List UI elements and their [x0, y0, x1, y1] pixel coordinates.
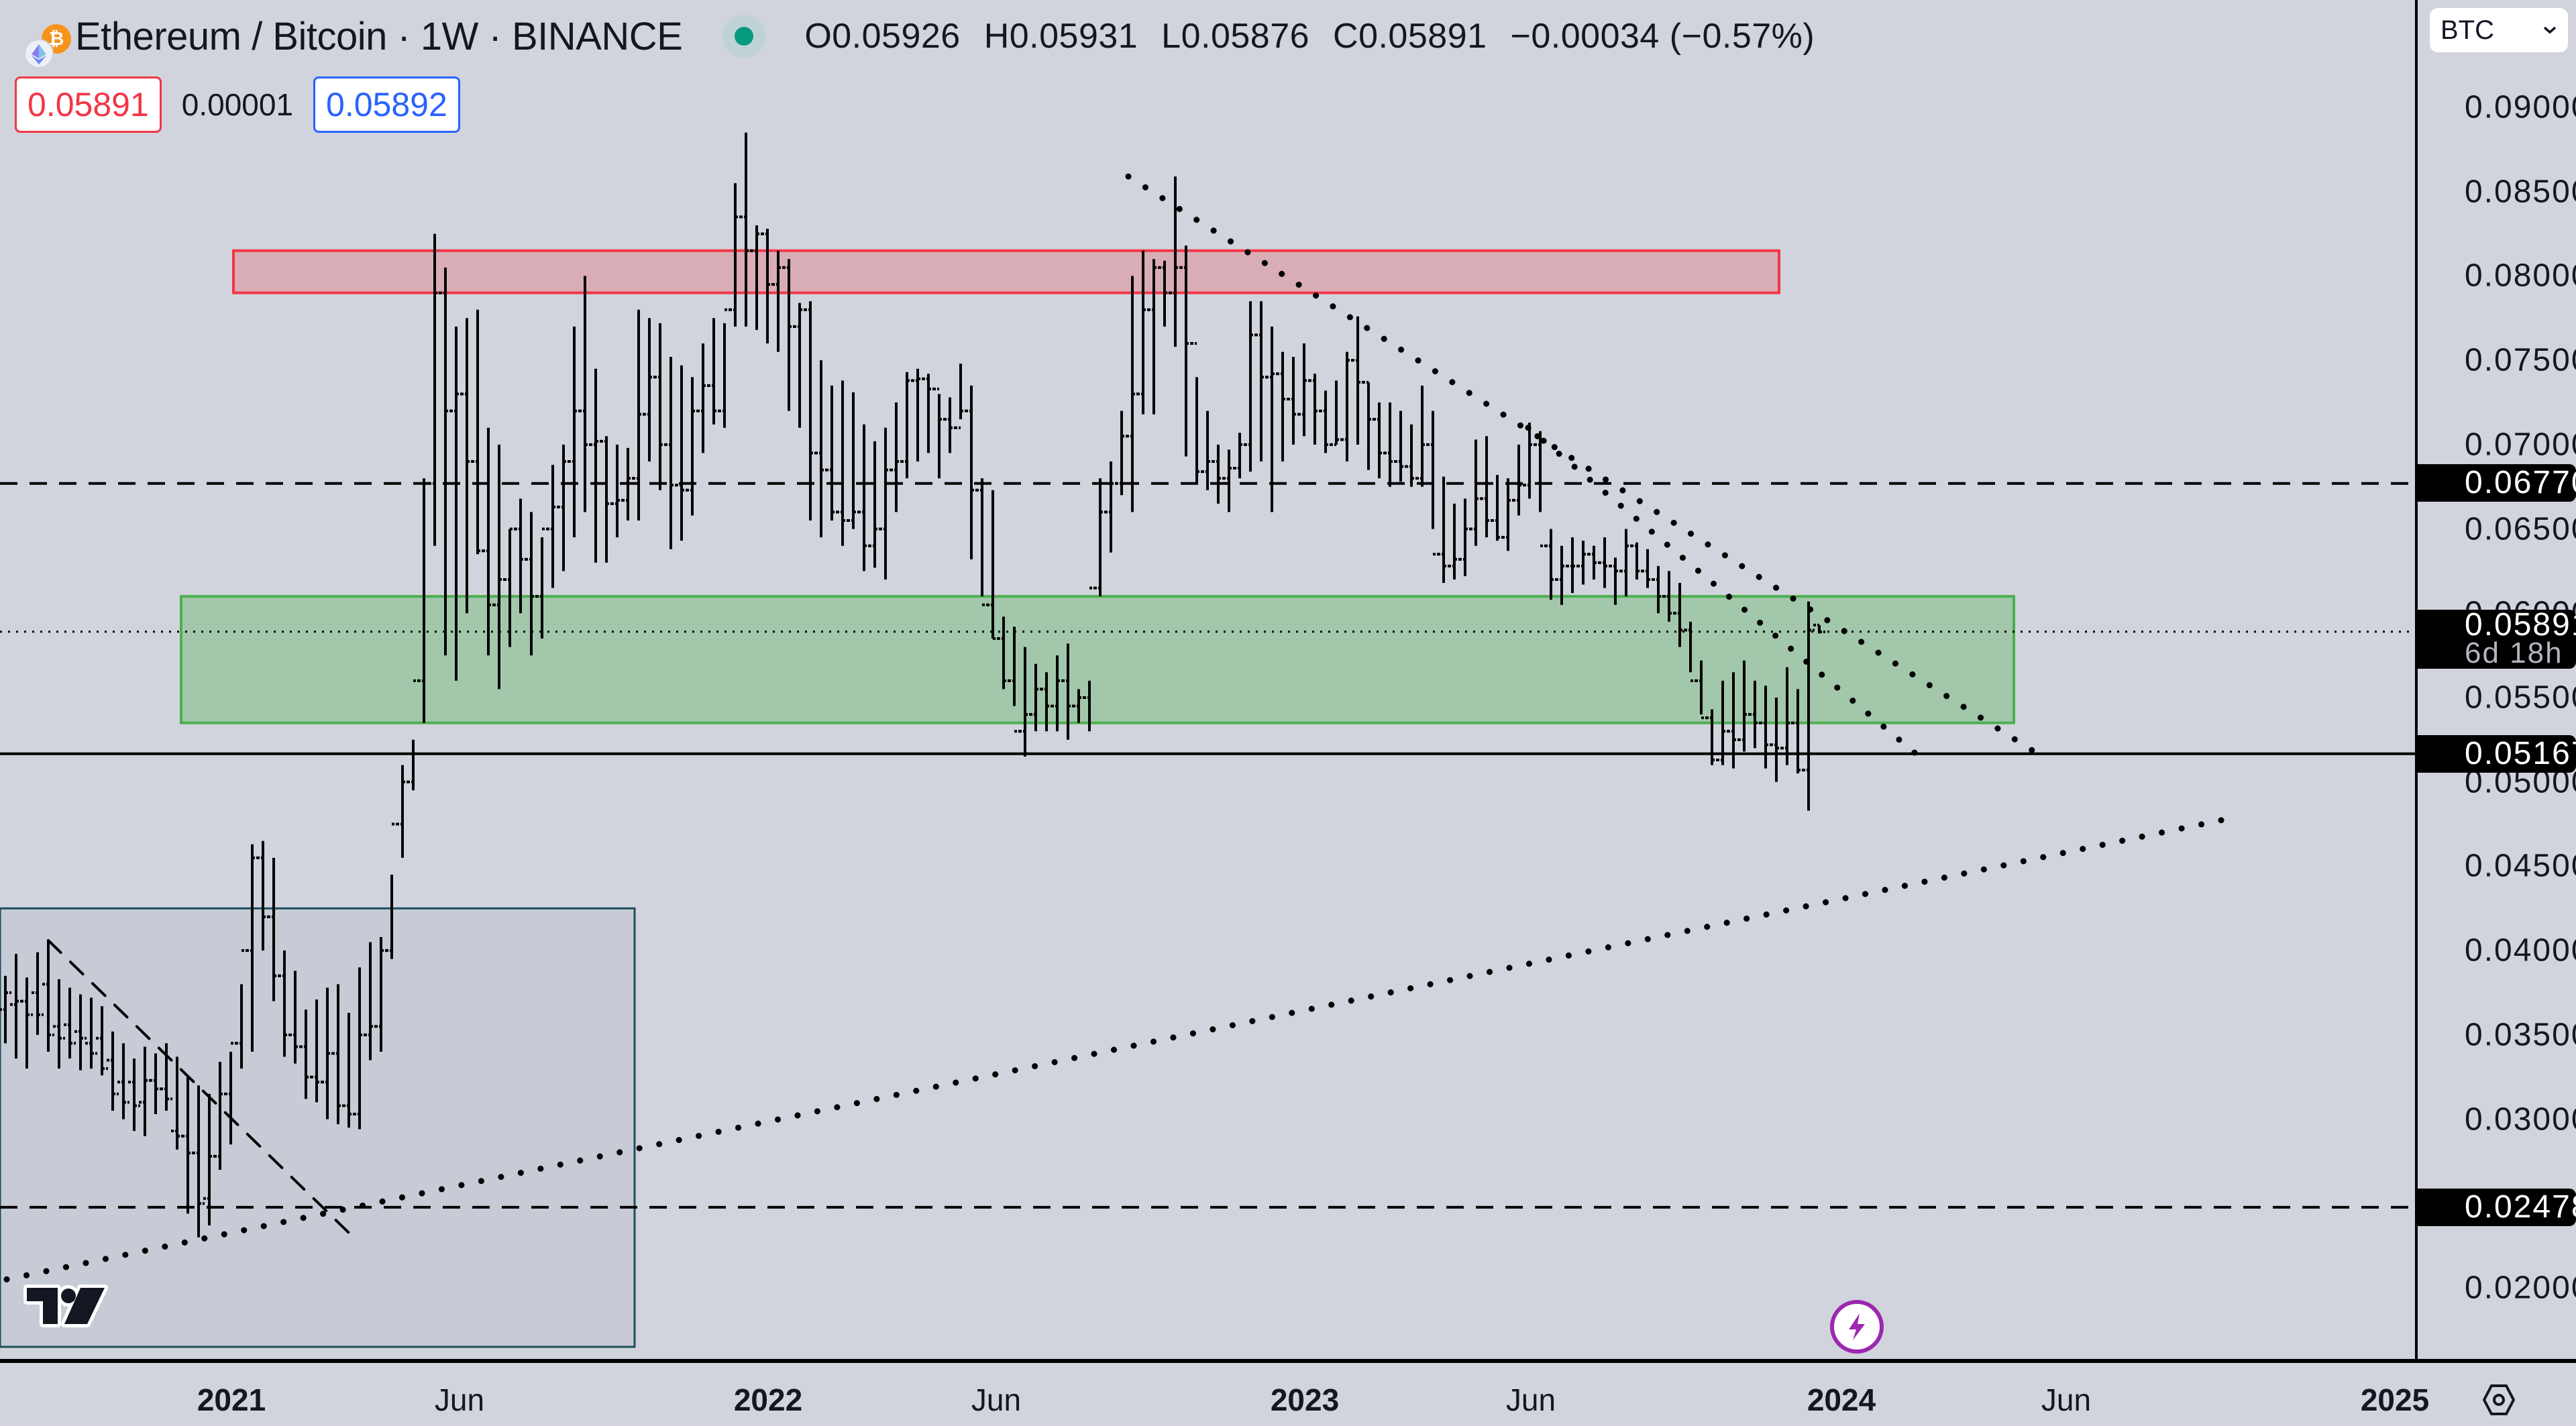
price-axis[interactable]: BTC 0.090000.085000.080000.075000.070000…	[2415, 0, 2576, 1362]
currency-select-value: BTC	[2440, 15, 2494, 45]
ohlc-values: O0.05926 H0.05931 L0.05876 C0.05891 −0.0…	[804, 16, 1828, 56]
trade-quote: 0.05891 0.00001 0.05892	[15, 76, 460, 133]
market-open-dot-icon	[722, 15, 766, 58]
time-tick: 2022	[733, 1382, 803, 1417]
trendlines[interactable]	[3, 173, 2239, 1282]
time-tick: Jun	[1505, 1382, 1556, 1417]
main-downtrend-trendline[interactable]	[1125, 173, 2043, 758]
resistance-zone[interactable]	[232, 249, 1780, 294]
level-label-mid: 0.05167	[2418, 735, 2576, 773]
support-zone[interactable]	[180, 595, 2015, 724]
time-tick: 2023	[1270, 1382, 1340, 1417]
time-tick: 2021	[197, 1382, 266, 1417]
level-label-low: 0.02478	[2418, 1189, 2576, 1226]
symbol-legend[interactable]: ₿ Ethereum / Bitcoin · 1W · BINANCE O0.0…	[20, 9, 1828, 68]
time-axis[interactable]: 2021 Jun 2022 Jun 2023 Jun 2024 Jun 2025	[0, 1359, 2576, 1426]
symbol-icons: ₿	[20, 9, 74, 68]
early-downtrend-trendline[interactable]	[47, 939, 358, 1242]
chevron-down-icon	[2543, 26, 2557, 34]
chart-settings-gear-icon[interactable]	[2482, 1383, 2516, 1417]
lightning-event-icon[interactable]	[1830, 1300, 1884, 1354]
buy-button[interactable]: 0.05892	[313, 76, 460, 133]
tradingview-logo-icon[interactable]	[23, 1282, 110, 1329]
drawing-zones[interactable]	[0, 249, 2015, 1348]
ethereum-icon	[24, 39, 54, 68]
close-value: C0.05891	[1333, 17, 1487, 56]
spread-value: 0.00001	[181, 87, 294, 122]
date-range-zone[interactable]	[0, 907, 636, 1348]
last-price-value: 0.05891	[2465, 607, 2576, 643]
open-value: O0.05926	[804, 17, 961, 56]
low-value: L0.05876	[1161, 17, 1310, 56]
time-tick: 2025	[2360, 1382, 2430, 1417]
change-value: −0.00034 (−0.57%)	[1510, 17, 1815, 56]
bar-countdown: 6d 18h	[2465, 637, 2563, 669]
price-chart[interactable]	[0, 0, 2415, 1362]
ohlc-bars	[0, 132, 1825, 1238]
last-price-label: 0.05891 6d 18h	[2418, 607, 2576, 669]
high-value: H0.05931	[983, 17, 1138, 56]
time-tick: Jun	[2041, 1382, 2092, 1417]
currency-select[interactable]: BTC	[2430, 8, 2568, 52]
symbol-title[interactable]: Ethereum / Bitcoin · 1W · BINANCE	[75, 14, 683, 58]
long-uptrend-trendline[interactable]	[3, 814, 2239, 1282]
horizontal-levels[interactable]	[0, 482, 2415, 1209]
secondary-downtrend-trendline[interactable]	[1525, 425, 1921, 758]
time-tick: 2024	[1807, 1382, 1876, 1417]
sell-button[interactable]: 0.05891	[15, 76, 162, 133]
time-tick: Jun	[971, 1382, 1022, 1417]
time-tick: Jun	[434, 1382, 485, 1417]
